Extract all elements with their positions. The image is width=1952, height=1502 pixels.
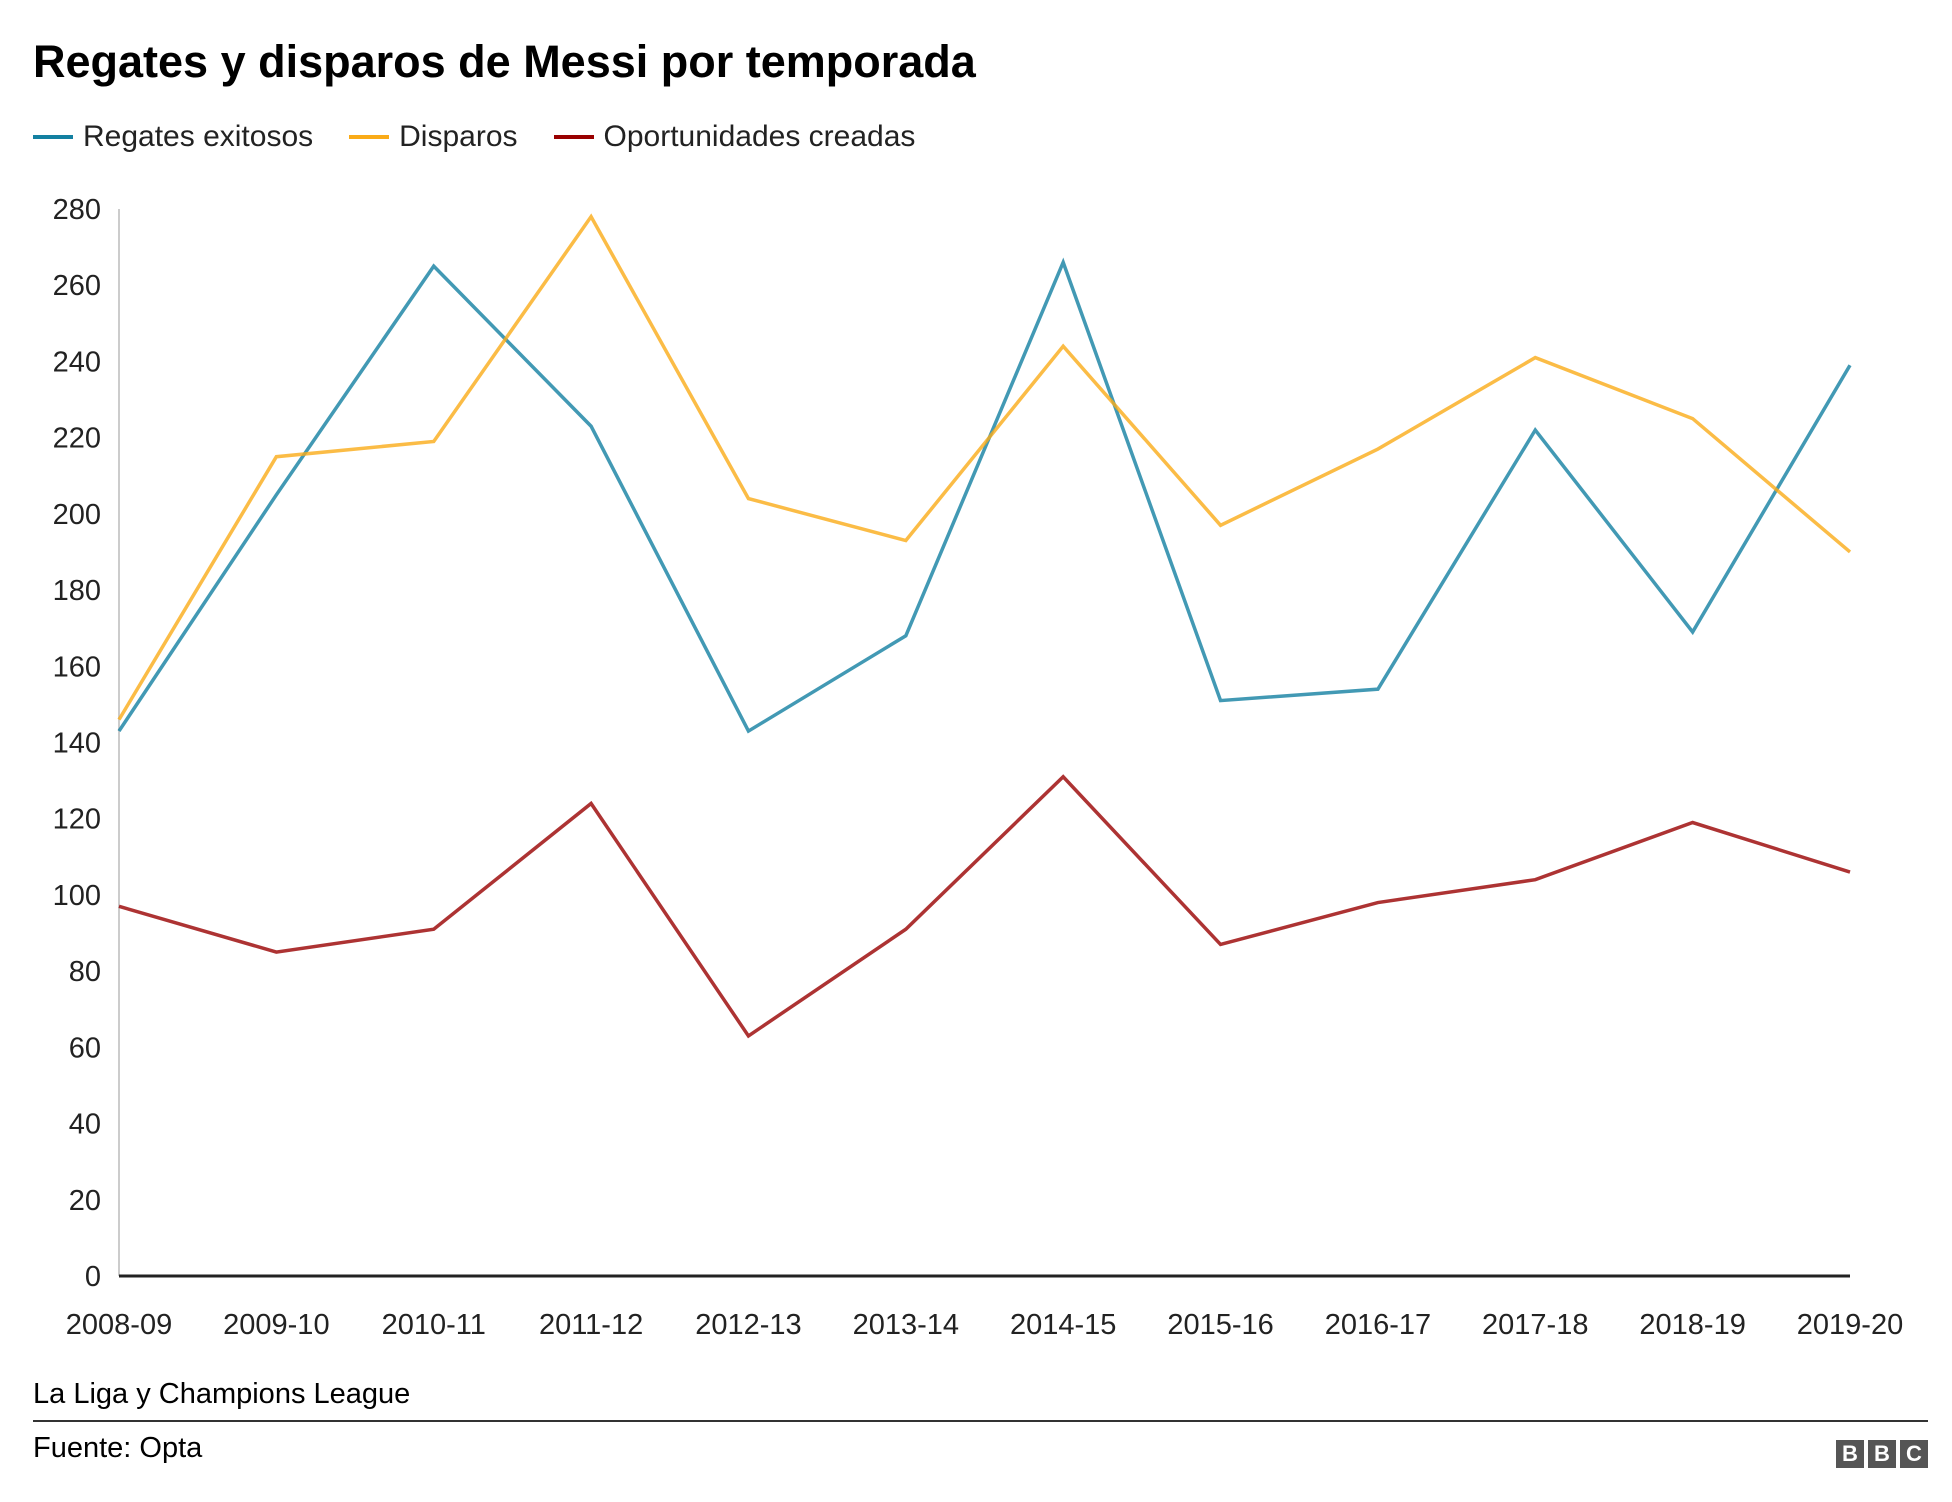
y-tick-label: 20 xyxy=(69,1185,101,1217)
x-tick-label: 2016-17 xyxy=(1325,1309,1431,1341)
legend-swatch xyxy=(553,135,594,139)
legend: Regates exitosos Disparos Oportunidades … xyxy=(33,120,915,154)
source-note: Fuente: Opta xyxy=(33,1432,203,1464)
y-tick-label: 260 xyxy=(53,270,101,302)
x-tick-label: 2019-20 xyxy=(1797,1309,1903,1341)
y-tick-label: 60 xyxy=(69,1032,101,1064)
divider xyxy=(33,1420,1928,1422)
legend-label: Disparos xyxy=(399,120,518,153)
x-tick-label: 2017-18 xyxy=(1482,1309,1588,1341)
legend-swatch xyxy=(33,135,73,139)
x-tick-label: 2010-11 xyxy=(382,1309,486,1341)
series-line-regates-exitosos xyxy=(117,257,1852,734)
y-tick-label: 40 xyxy=(69,1109,101,1141)
y-tick-label: 280 xyxy=(53,194,101,226)
legend-item-disparos: Disparos xyxy=(349,120,518,154)
y-tick-label: 200 xyxy=(53,499,101,531)
y-tick-label: 180 xyxy=(53,575,101,607)
legend-label: Oportunidades creadas xyxy=(603,120,916,153)
series-line-disparos xyxy=(117,213,1852,721)
x-tick-label: 2011-12 xyxy=(539,1309,643,1341)
series-line-oportunidades-creadas xyxy=(118,774,1851,1039)
y-tick-label: 240 xyxy=(53,346,101,378)
x-tick-label: 2009-10 xyxy=(223,1309,329,1341)
y-tick-label: 120 xyxy=(53,804,101,836)
legend-swatch xyxy=(349,135,390,139)
x-tick-label: 2008-09 xyxy=(66,1309,172,1341)
x-tick-label: 2014-15 xyxy=(1010,1309,1116,1341)
y-tick-label: 160 xyxy=(53,651,101,683)
chart-title: Regates y disparos de Messi por temporad… xyxy=(33,36,976,87)
y-tick-label: 80 xyxy=(69,956,101,988)
y-tick-label: 220 xyxy=(53,423,101,455)
x-tick-label: 2018-19 xyxy=(1639,1309,1745,1341)
legend-label: Regates exitosos xyxy=(83,120,314,153)
legend-item-oportunidades: Oportunidades creadas xyxy=(553,120,916,154)
chart-subtitle: La Liga y Champions League xyxy=(33,1378,411,1410)
x-tick-label: 2012-13 xyxy=(695,1309,801,1341)
line-chart: 0 20 40 60 80 100 120 140 160 180 200 220 240 260 280 2… xyxy=(53,194,1904,1341)
y-tick-label: 0 xyxy=(85,1261,101,1293)
legend-item-regates: Regates exitosos xyxy=(33,120,313,154)
x-tick-label: 2013-14 xyxy=(853,1309,959,1341)
x-tick-label: 2015-16 xyxy=(1167,1309,1273,1341)
y-tick-label: 140 xyxy=(53,728,101,760)
y-tick-label: 100 xyxy=(53,880,101,912)
